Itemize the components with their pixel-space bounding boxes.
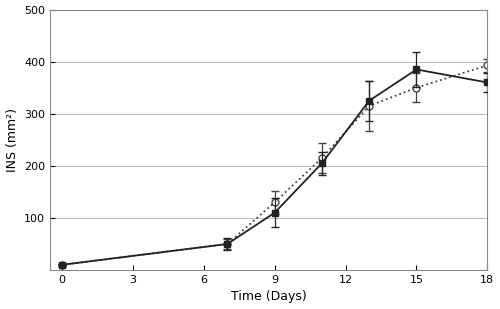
X-axis label: Time (Days): Time (Days) (231, 290, 306, 303)
Y-axis label: INS (mm²): INS (mm²) (6, 108, 18, 172)
